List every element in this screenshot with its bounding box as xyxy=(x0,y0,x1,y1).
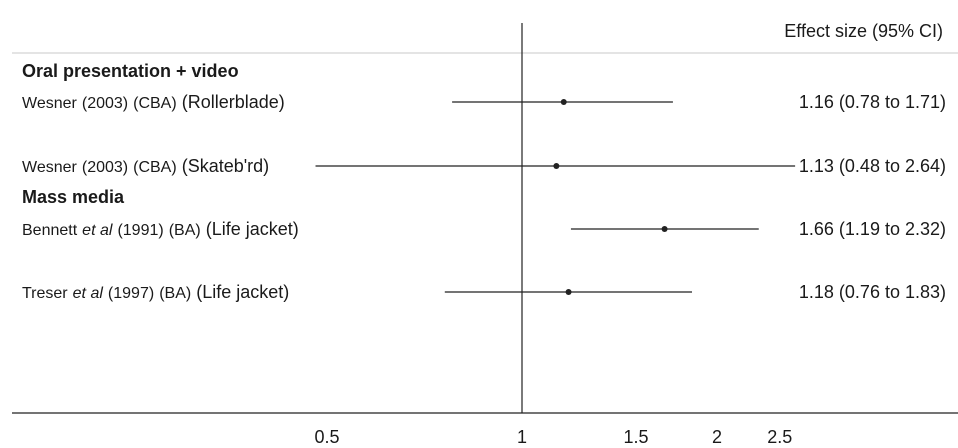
study-year: (1997) xyxy=(108,285,154,302)
study-intervention: (Rollerblade) xyxy=(182,92,285,112)
study-etal: et al xyxy=(73,285,104,302)
x-tick-label: 2.5 xyxy=(767,427,792,447)
group-label: Oral presentation + video xyxy=(22,61,239,81)
study-design: (BA) xyxy=(159,285,191,302)
point-estimate xyxy=(565,289,572,295)
study-intervention: (Skateb'rd) xyxy=(182,156,269,176)
x-tick-label: 0.5 xyxy=(314,427,339,447)
column-header: Effect size (95% CI) xyxy=(784,21,943,41)
study-label: Wesner (2003) (CBA) (Rollerblade) xyxy=(22,92,285,112)
x-tick-label: 2 xyxy=(712,427,722,447)
x-tick-label: 1 xyxy=(517,427,527,447)
group-label: Mass media xyxy=(22,187,125,207)
estimate-label: 1.66 (1.19 to 2.32) xyxy=(799,219,946,239)
forest-plot-body: 0.5 1 1.5 2 2.5 Oral presentation + video Wesn… xyxy=(12,23,958,447)
study-author: Treser xyxy=(22,285,68,302)
point-estimate xyxy=(553,163,560,169)
estimate-label: 1.16 (0.78 to 1.71) xyxy=(799,92,946,112)
study-label: Bennett et al (1991) (BA) (Life jacket) xyxy=(22,219,299,239)
study-author: Bennett xyxy=(22,222,78,239)
estimate-label: 1.13 (0.48 to 2.64) xyxy=(799,156,946,176)
study-year: (2003) xyxy=(82,159,128,176)
x-tick-label: 1.5 xyxy=(624,427,649,447)
study-label: Treser et al (1997) (BA) (Life jacket) xyxy=(22,282,289,302)
study-design: (CBA) xyxy=(133,159,177,176)
study-year: (1991) xyxy=(117,222,163,239)
study-author: Wesner xyxy=(22,95,78,112)
point-estimate xyxy=(661,226,668,232)
study-intervention: (Life jacket) xyxy=(206,219,299,239)
study-design: (BA) xyxy=(169,222,201,239)
study-label: Wesner (2003) (CBA) (Skateb'rd) xyxy=(22,156,269,176)
study-design: (CBA) xyxy=(133,95,177,112)
estimate-label: 1.18 (0.76 to 1.83) xyxy=(799,282,946,302)
study-intervention: (Life jacket) xyxy=(196,282,289,302)
study-etal: et al xyxy=(82,222,113,239)
study-author: Wesner xyxy=(22,159,78,176)
point-estimate xyxy=(560,99,567,105)
study-year: (2003) xyxy=(82,95,128,112)
